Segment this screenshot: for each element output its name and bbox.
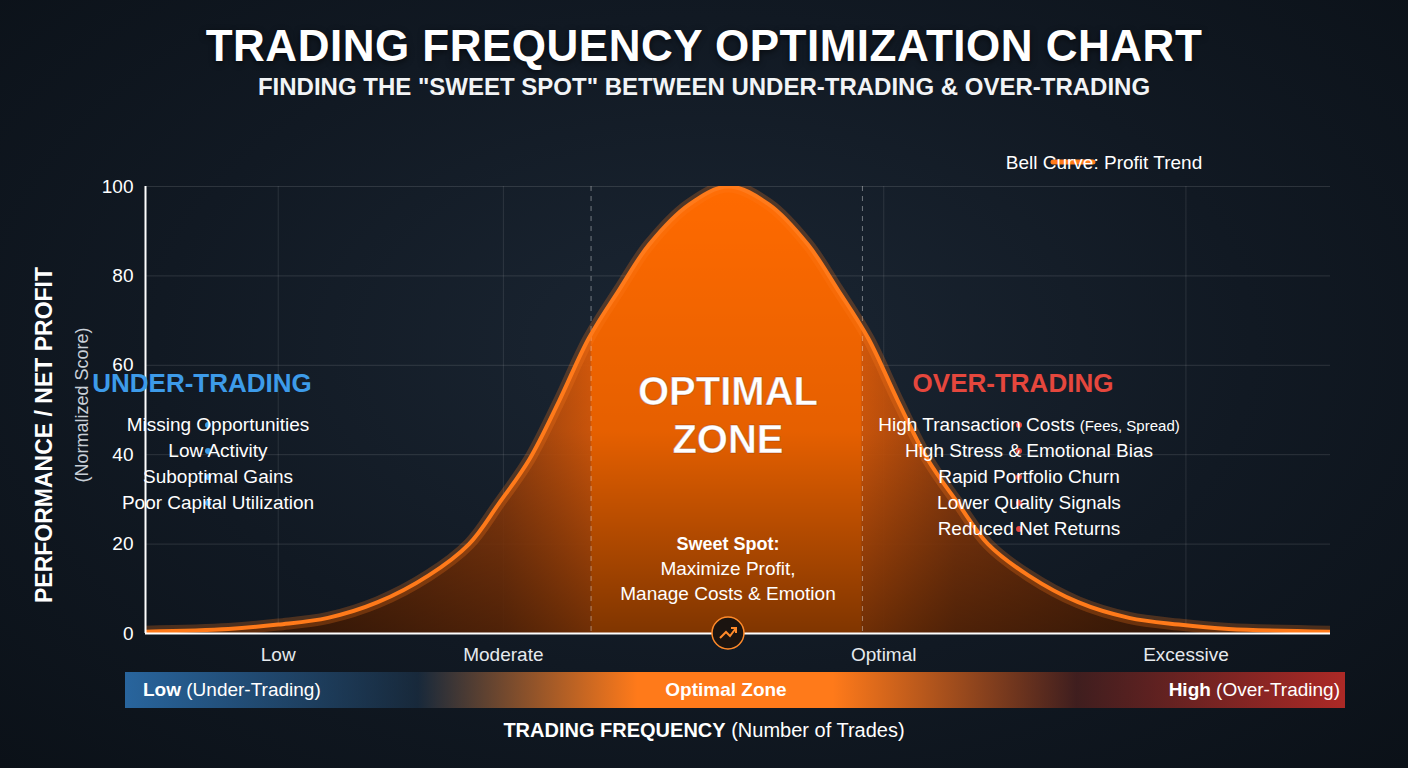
svg-text:Rapid Portfolio Churn: Rapid Portfolio Churn (938, 466, 1120, 487)
svg-text:OPTIMAL: OPTIMAL (638, 369, 818, 413)
svg-text:High Transaction Costs(Fees, S: High Transaction Costs(Fees, Spread) (878, 414, 1179, 435)
svg-text:Poor Capital Utilization: Poor Capital Utilization (122, 492, 314, 513)
svg-text:100: 100 (102, 176, 134, 197)
svg-text:Suboptimal Gains: Suboptimal Gains (143, 466, 293, 487)
svg-text:OVER-TRADING: OVER-TRADING (913, 368, 1114, 398)
svg-text:UNDER-TRADING: UNDER-TRADING (92, 368, 312, 398)
svg-text:ZONE: ZONE (672, 417, 783, 461)
svg-text:PERFORMANCE / NET PROFIT: PERFORMANCE / NET PROFIT (31, 267, 57, 603)
svg-text:80: 80 (112, 265, 133, 286)
svg-text:Bell Curve: Profit Trend: Bell Curve: Profit Trend (1006, 152, 1202, 173)
svg-text:40: 40 (112, 444, 133, 465)
svg-text:Optimal: Optimal (851, 644, 916, 665)
svg-text:Lower Quality Signals: Lower Quality Signals (937, 492, 1121, 513)
svg-text:Excessive: Excessive (1143, 644, 1229, 665)
svg-text:Reduced Net Returns: Reduced Net Returns (938, 518, 1121, 539)
svg-text:Moderate: Moderate (463, 644, 543, 665)
svg-text:(Normalized Score): (Normalized Score) (72, 327, 92, 482)
svg-text:High Stress & Emotional Bias: High Stress & Emotional Bias (905, 440, 1153, 461)
svg-text:Manage Costs & Emotion: Manage Costs & Emotion (620, 583, 835, 604)
svg-text:Low Activity: Low Activity (168, 440, 268, 461)
svg-text:20: 20 (112, 533, 133, 554)
html-text:Optimal Zone: Optimal Zone (665, 679, 787, 700)
svg-text:Low: Low (261, 644, 296, 665)
html-text:FINDING THE "SWEET SPOT" BETWE: FINDING THE "SWEET SPOT" BETWEEN UNDER-T… (258, 73, 1150, 100)
svg-text:Sweet Spot:: Sweet Spot: (676, 534, 779, 554)
html-text:TRADING FREQUENCY (Number of T: TRADING FREQUENCY (Number of Trades) (503, 719, 905, 741)
svg-text:Missing Opportunities: Missing Opportunities (127, 414, 310, 435)
svg-text:Maximize Profit,: Maximize Profit, (660, 558, 795, 579)
svg-text:0: 0 (123, 623, 134, 644)
html-text:TRADING FREQUENCY OPTIMIZATION: TRADING FREQUENCY OPTIMIZATION CHART (205, 21, 1203, 70)
html-text:High (Over-Trading): High (Over-Trading) (1168, 679, 1340, 700)
svg-text:60: 60 (112, 354, 134, 376)
html-text:Low (Under-Trading): Low (Under-Trading) (143, 679, 321, 700)
